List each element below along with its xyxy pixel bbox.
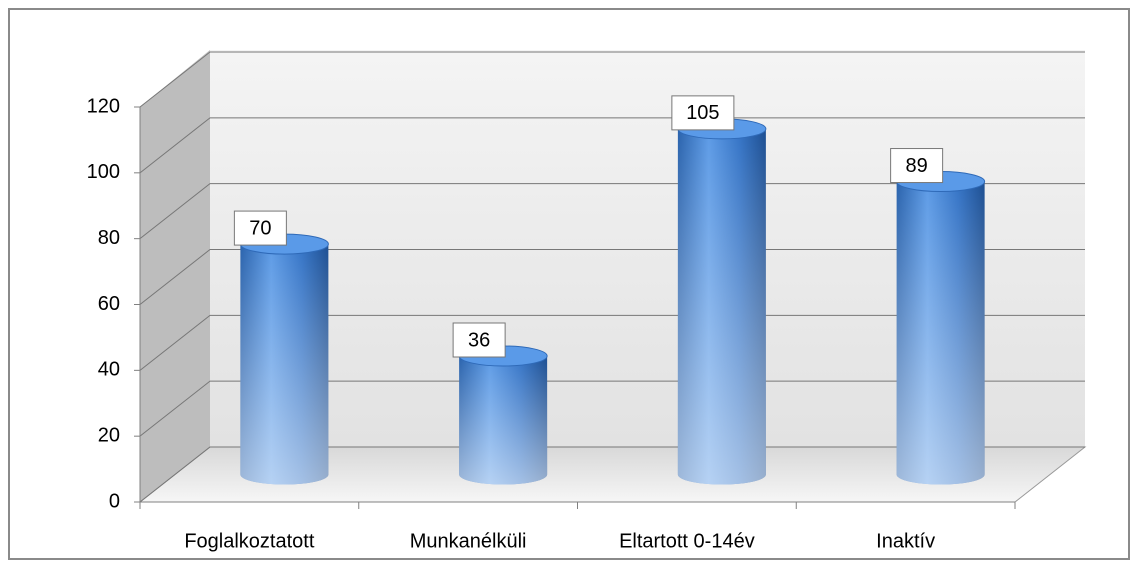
bar (458, 345, 548, 485)
bar (896, 171, 986, 485)
grid-line (139, 446, 1085, 503)
x-tick-label: Munkanélküli (410, 530, 527, 552)
y-tick-label: 0 (109, 490, 120, 512)
data-label-box (452, 322, 506, 358)
bar (677, 118, 767, 485)
bar-fade (896, 181, 985, 485)
y-tick-label: 40 (98, 359, 120, 381)
y-tick-label: 120 (87, 95, 120, 117)
x-tick-label: Eltartott 0-14év (619, 530, 755, 552)
y-tick-label: 20 (98, 424, 120, 446)
y-tick-label: 60 (98, 293, 120, 315)
x-tick-label: Inaktív (876, 530, 935, 552)
data-label: 105 (686, 102, 719, 124)
x-tick-label: Foglalkoztatott (184, 530, 315, 552)
data-label: 89 (906, 155, 928, 177)
grid-line (139, 117, 1085, 174)
bar-fade (459, 356, 548, 485)
grid-line (139, 249, 1085, 305)
grid-line (139, 183, 1085, 240)
bar-fade (240, 244, 329, 485)
y-tick-label: 100 (87, 161, 120, 183)
data-label-box (890, 148, 944, 184)
y-tick-label: 80 (98, 227, 120, 249)
data-label-box (671, 95, 735, 131)
bar-fade (677, 128, 766, 485)
data-label-box (233, 210, 287, 246)
grid-line (139, 314, 1085, 371)
data-label: 70 (249, 217, 271, 239)
data-label: 36 (468, 329, 490, 351)
grid-line (139, 380, 1085, 437)
grid-line (139, 51, 1085, 108)
back-wall (210, 50, 1085, 447)
bar (239, 233, 329, 485)
side-wall (140, 50, 210, 502)
